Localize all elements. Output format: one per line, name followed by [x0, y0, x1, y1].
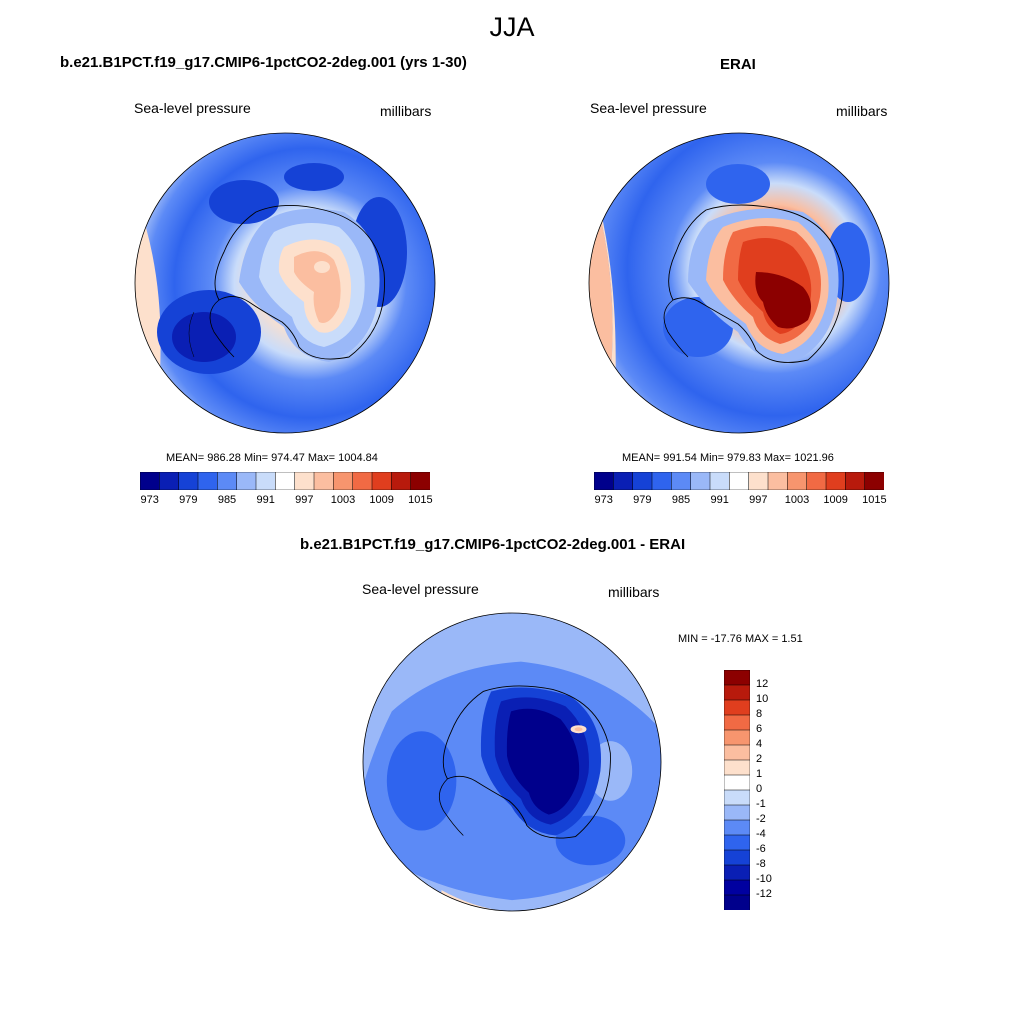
panel3-colorbar-tick-label: 10 — [756, 693, 769, 705]
panel2-colorbar-swatch — [825, 472, 846, 490]
panel2-colorbar-swatch — [613, 472, 634, 490]
panel1-colorbar-tick-label: 979 — [179, 494, 198, 506]
panel3-stats: MIN = -17.76 MAX = 1.51 — [678, 633, 803, 645]
panel2-colorbar-swatch — [806, 472, 827, 490]
panel3-colorbar-swatch — [724, 819, 750, 836]
panel2-colorbar-swatch — [671, 472, 692, 490]
panel3-colorbar-tick-label: 0 — [756, 783, 763, 795]
panel2-colorbar-swatch — [787, 472, 808, 490]
panel3-colorbar-tick-label: 2 — [756, 753, 763, 765]
panel3-colorbar-tick-label: -1 — [756, 798, 766, 810]
panel1-polar-map — [134, 132, 436, 434]
panel1-colorbar-swatch — [140, 472, 160, 490]
panel1-colorbar-swatch — [159, 472, 180, 490]
panel2-colorbar-tick-label: 991 — [710, 494, 729, 506]
panel2-colorbar-tick-label: 1003 — [784, 494, 810, 506]
panel1-colorbar-swatch — [352, 472, 373, 490]
panel2-colorbar-swatch — [748, 472, 769, 490]
panel3-colorbar — [724, 670, 750, 910]
panel2-title: ERAI — [720, 56, 756, 73]
panel1-colorbar-swatch — [236, 472, 257, 490]
panel1-colorbar-swatch — [255, 472, 276, 490]
panel3-colorbar-swatch — [724, 849, 750, 866]
panel3-colorbar-swatch — [724, 714, 750, 731]
panel1-colorbar-swatch — [313, 472, 334, 490]
panel3-variable-label: Sea-level pressure — [362, 581, 479, 597]
panel3-colorbar-tick-label: -12 — [756, 888, 772, 900]
panel2-colorbar-tick-label: 1015 — [862, 494, 887, 506]
panel2-colorbar-swatch — [709, 472, 730, 490]
figure-title: JJA — [489, 12, 535, 42]
panel1-colorbar-tick-label: 1015 — [408, 494, 433, 506]
panel3-colorbar-swatch — [724, 879, 750, 896]
panel2-polar-map — [588, 132, 890, 434]
panel3-polar-map — [362, 612, 662, 912]
panel1-colorbar-swatch — [217, 472, 238, 490]
panel3-units-label: millibars — [608, 584, 660, 600]
panel1-colorbar-tick-label: 997 — [295, 494, 314, 506]
panel3-colorbar-tick-label: 12 — [756, 678, 769, 690]
panel2-colorbar-swatch — [594, 472, 614, 490]
panel3-colorbar-swatch — [724, 894, 750, 910]
panel1-stats: MEAN= 986.28 Min= 974.47 Max= 1004.84 — [166, 452, 378, 464]
panel3-colorbar-tick-label: -8 — [756, 858, 766, 870]
panel1-units-label: millibars — [380, 103, 432, 119]
panel3-colorbar-tick-label: -2 — [756, 813, 766, 825]
panel1-colorbar-swatch — [294, 472, 315, 490]
panel2-colorbar-swatch — [864, 472, 884, 490]
panel1-colorbar-tick-label: 973 — [140, 494, 159, 506]
panel3-colorbar-swatch — [724, 804, 750, 821]
panel1-colorbar-tick-label: 1009 — [369, 494, 394, 506]
panel3-colorbar-swatch — [724, 759, 750, 776]
panel2-variable-label: Sea-level pressure — [590, 100, 707, 116]
panel3-colorbar-tick-label: 4 — [756, 738, 763, 750]
panel3-colorbar-swatch — [724, 834, 750, 851]
panel2-colorbar-swatch — [729, 472, 750, 490]
panel3-colorbar-swatch — [724, 670, 750, 686]
panel3-colorbar-swatch — [724, 684, 750, 701]
panel2-colorbar-tick-label: 985 — [671, 494, 691, 506]
panel2-colorbar-swatch — [632, 472, 653, 490]
panel1-title: b.e21.B1PCT.f19_g17.CMIP6-1pctCO2-2deg.0… — [60, 54, 467, 71]
panel1-colorbar-tick-label: 985 — [217, 494, 237, 506]
panel2-colorbar-tick-label: 979 — [633, 494, 652, 506]
panel1-colorbar-swatch — [333, 472, 354, 490]
panel1-variable-label: Sea-level pressure — [134, 100, 251, 116]
panel1-colorbar-swatch — [275, 472, 296, 490]
panel2-colorbar-tick-label: 1009 — [823, 494, 848, 506]
panel3-colorbar-swatch — [724, 774, 750, 791]
panel1-colorbar-tick-label: 1003 — [330, 494, 356, 506]
panel1-colorbar-tick-label: 991 — [256, 494, 275, 506]
panel2-colorbar-tick-label: 997 — [749, 494, 768, 506]
panel1-colorbar-swatch — [371, 472, 392, 490]
panel3-colorbar-tick-label: -6 — [756, 843, 766, 855]
panel2-colorbar — [594, 472, 884, 490]
panel1-colorbar-swatch — [391, 472, 412, 490]
panel3-colorbar-tick-label: 8 — [756, 708, 763, 720]
panel3-colorbar-tick-label: -4 — [756, 828, 766, 840]
panel2-colorbar-tick-label: 973 — [594, 494, 613, 506]
panel3-colorbar-tick-label: 6 — [756, 723, 763, 735]
panel3-colorbar-swatch — [724, 729, 750, 746]
panel3-colorbar-tick-label: -10 — [756, 873, 772, 885]
panel3-colorbar-swatch — [724, 864, 750, 881]
panel2-colorbar-swatch — [845, 472, 866, 490]
panel2-colorbar-swatch — [767, 472, 788, 490]
panel1-colorbar-swatch — [410, 472, 430, 490]
panel1-colorbar — [140, 472, 430, 490]
panel2-units-label: millibars — [836, 103, 888, 119]
panel3-colorbar-swatch — [724, 699, 750, 716]
panel3-colorbar-swatch — [724, 789, 750, 806]
panel3-colorbar-tick-label: 1 — [756, 768, 763, 780]
panel3-title: b.e21.B1PCT.f19_g17.CMIP6-1pctCO2-2deg.0… — [300, 536, 686, 553]
panel1-colorbar-swatch — [178, 472, 199, 490]
panel3-colorbar-swatch — [724, 744, 750, 761]
panel2-colorbar-swatch — [651, 472, 672, 490]
panel1-colorbar-swatch — [197, 472, 218, 490]
panel2-colorbar-swatch — [690, 472, 711, 490]
panel2-stats: MEAN= 991.54 Min= 979.83 Max= 1021.96 — [622, 452, 834, 464]
